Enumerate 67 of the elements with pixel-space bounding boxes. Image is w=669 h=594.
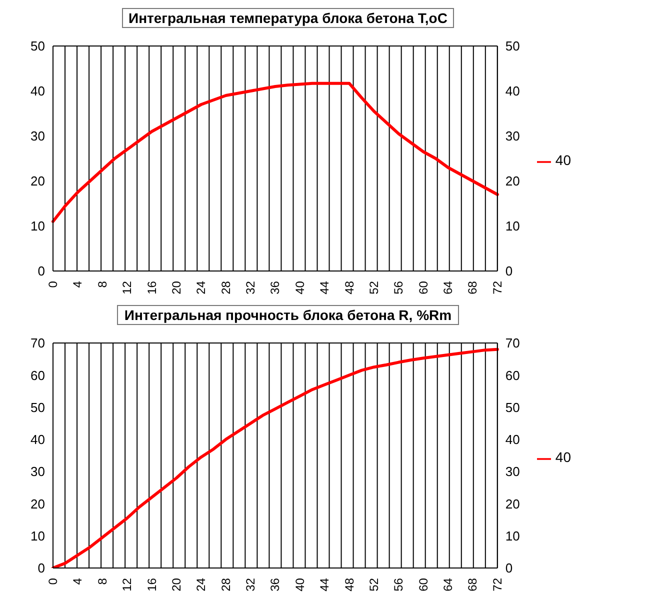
y-tick-label: 30 [30,128,45,144]
x-tick-label: 60 [416,578,430,592]
y-tick-label: 70 [30,336,45,351]
x-tick-label: 52 [366,280,381,294]
x-tick-label: 72 [490,578,504,592]
x-tick-label: 32 [244,578,258,592]
y-tick-label: 60 [30,368,45,383]
x-tick-label: 28 [218,578,233,592]
y-tick-label: 10 [30,218,45,234]
y2-tick-label: 40 [505,84,520,99]
y-tick-label: 10 [30,528,45,544]
y2-tick-label: 30 [505,128,520,144]
x-tick-label: 68 [466,280,480,294]
x-tick-label: 60 [416,280,430,294]
x-tick-label: 12 [120,578,134,592]
x-tick-label: 44 [318,578,332,592]
x-tick-label: 28 [218,280,233,294]
x-tick-label: 8 [95,280,110,288]
y2-tick-label: 60 [505,368,520,383]
x-tick-label: 36 [268,280,282,294]
legend-label: 40 [555,152,571,168]
x-tick-label: 72 [490,280,504,294]
y2-tick-label: 10 [505,218,520,234]
line-series [52,82,499,223]
chart-title: Интегральная прочность блока бетона R, %Rm [117,305,459,325]
x-tick-label: 48 [342,578,356,592]
y-tick-label: 50 [30,400,45,415]
y-tick-label: 40 [30,84,45,99]
legend-label: 40 [555,449,571,466]
x-tick-label: 52 [366,578,381,592]
y-tick-label: 50 [30,38,45,54]
x-tick-label: 64 [441,578,456,592]
y-tick-label: 20 [30,496,45,512]
x-tick-label: 0 [46,280,60,288]
x-tick-label: 32 [244,280,258,294]
chart-title: Интегральная температура блока бетона T,oC [122,8,454,28]
x-tick-label: 48 [342,280,356,294]
x-tick-label: 16 [144,578,159,592]
x-tick-label: 20 [169,578,184,592]
x-tick-label: 68 [466,578,480,592]
y2-tick-label: 10 [505,528,520,544]
x-tick-label: 56 [392,578,406,592]
y2-tick-label: 40 [505,432,520,448]
y-tick-label: 40 [30,432,45,448]
x-tick-label: 24 [194,578,208,592]
x-tick-label: 16 [144,280,159,294]
y2-tick-label: 30 [505,464,520,480]
x-tick-label: 64 [441,280,456,294]
y2-tick-label: 20 [505,174,520,189]
x-tick-label: 40 [292,280,307,294]
x-tick-label: 4 [70,280,85,288]
y2-tick-label: 70 [505,336,520,351]
x-tick-label: 56 [392,280,406,294]
x-tick-label: 44 [318,280,332,294]
y-tick-label: 30 [30,464,45,480]
y2-tick-label: 50 [505,400,520,415]
x-tick-label: 40 [292,578,307,592]
x-tick-label: 12 [120,280,134,294]
x-tick-label: 8 [95,578,110,585]
y2-tick-label: 20 [505,496,520,512]
y-tick-label: 20 [30,174,45,189]
y2-tick-label: 50 [505,38,520,54]
x-tick-label: 36 [268,578,282,592]
x-tick-label: 4 [70,578,85,585]
x-tick-label: 0 [46,578,60,585]
x-tick-label: 20 [169,280,184,294]
x-tick-label: 24 [194,280,208,294]
